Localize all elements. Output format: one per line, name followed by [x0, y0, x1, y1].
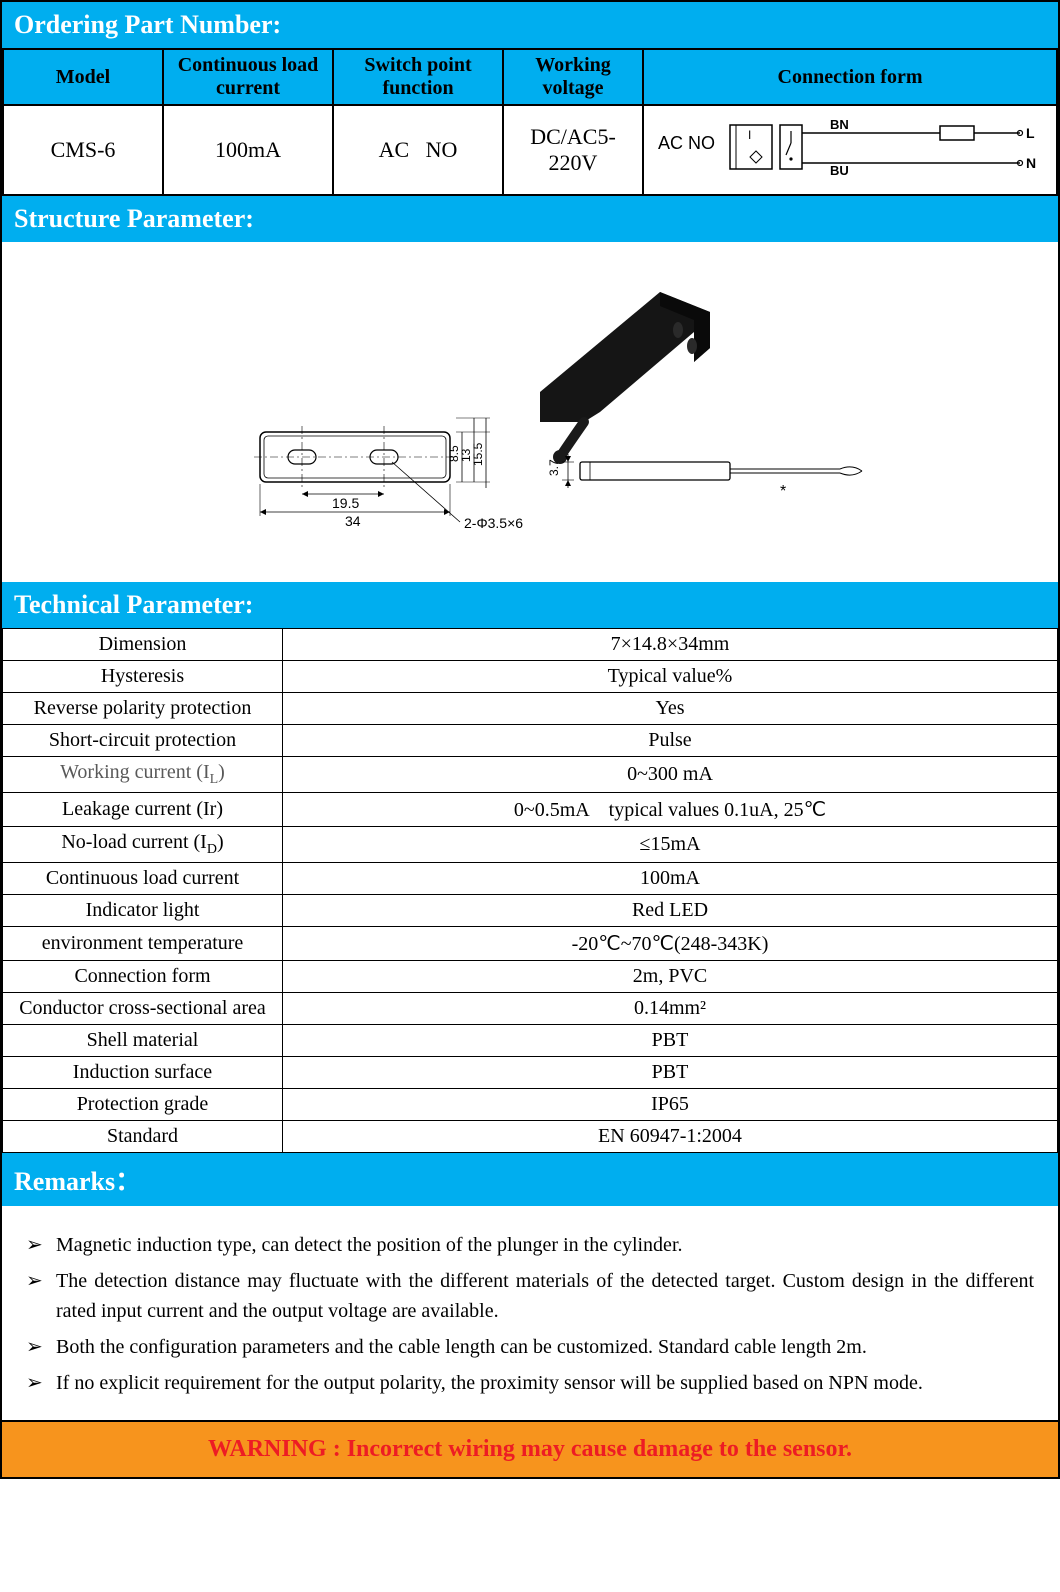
- ordering-header-connection: Connection form: [643, 49, 1057, 105]
- svg-text:3.7: 3.7: [547, 459, 561, 476]
- tech-label: Induction surface: [3, 1057, 283, 1089]
- tech-row: Protection gradeIP65: [3, 1089, 1058, 1121]
- tech-value: 2m, PVC: [283, 961, 1058, 993]
- ordering-header-voltage: Working voltage: [503, 49, 643, 105]
- tech-label: Continuous load current: [3, 863, 283, 895]
- ordering-switch: AC NO: [333, 105, 503, 195]
- tech-value: 0.14mm²: [283, 993, 1058, 1025]
- tech-label: Protection grade: [3, 1089, 283, 1121]
- tech-label: Hysteresis: [3, 661, 283, 693]
- tech-value: PBT: [283, 1025, 1058, 1057]
- svg-text:19.5: 19.5: [332, 495, 359, 511]
- tech-label: environment temperature: [3, 927, 283, 961]
- tech-row: Reverse polarity protectionYes: [3, 693, 1058, 725]
- bullet-icon: ➢: [26, 1266, 56, 1326]
- bullet-icon: ➢: [26, 1230, 56, 1260]
- tech-row: Induction surfacePBT: [3, 1057, 1058, 1089]
- ordering-header-switch: Switch point function: [333, 49, 503, 105]
- ordering-header-load: Continuous load current: [163, 49, 333, 105]
- remarks-text: If no explicit requirement for the outpu…: [56, 1368, 1034, 1398]
- svg-text:I: I: [748, 128, 751, 142]
- remarks-item: ➢Both the configuration parameters and t…: [26, 1332, 1034, 1362]
- tech-value: Red LED: [283, 895, 1058, 927]
- remarks-text: Both the configuration parameters and th…: [56, 1332, 1034, 1362]
- tech-label: Working current (IL): [3, 757, 283, 793]
- tech-label: Shell material: [3, 1025, 283, 1057]
- tech-row: Shell materialPBT: [3, 1025, 1058, 1057]
- ordering-connection-diagram: AC NO I: [643, 105, 1057, 195]
- tech-label: Dimension: [3, 629, 283, 661]
- ordering-data-row: CMS-6 100mA AC NO DC/AC5-220V AC NO I: [3, 105, 1057, 195]
- bullet-icon: ➢: [26, 1368, 56, 1398]
- ordering-model: CMS-6: [3, 105, 163, 195]
- tech-value: 100mA: [283, 863, 1058, 895]
- tech-value: -20℃~70℃(248-343K): [283, 927, 1058, 961]
- tech-label: Reverse polarity protection: [3, 693, 283, 725]
- tech-value: 0~300 mA: [283, 757, 1058, 793]
- svg-text:BU: BU: [830, 163, 849, 177]
- tech-row: Continuous load current100mA: [3, 863, 1058, 895]
- structure-svg: 19.5 34 8.5 13 15.5: [180, 262, 880, 562]
- tech-value: Pulse: [283, 725, 1058, 757]
- tech-value: Typical value%: [283, 661, 1058, 693]
- structure-section-header: Structure Parameter:: [2, 196, 1058, 242]
- ordering-section-header: Ordering Part Number:: [2, 2, 1058, 48]
- remarks-text: The detection distance may fluctuate wit…: [56, 1266, 1034, 1326]
- connection-svg: AC NO I: [650, 117, 1050, 177]
- remarks-item: ➢Magnetic induction type, can detect the…: [26, 1230, 1034, 1260]
- tech-label: Standard: [3, 1121, 283, 1153]
- svg-text:BN: BN: [830, 117, 849, 132]
- remarks-body: ➢Magnetic induction type, can detect the…: [2, 1206, 1058, 1420]
- tech-row: No-load current (ID)≤15mA: [3, 827, 1058, 863]
- tech-row: HysteresisTypical value%: [3, 661, 1058, 693]
- tech-label: Leakage current (Ir): [3, 793, 283, 827]
- tech-value: IP65: [283, 1089, 1058, 1121]
- tech-row: Connection form2m, PVC: [3, 961, 1058, 993]
- tech-value: ≤15mA: [283, 827, 1058, 863]
- tech-row: environment temperature-20℃~70℃(248-343K…: [3, 927, 1058, 961]
- bullet-icon: ➢: [26, 1332, 56, 1362]
- tech-value: PBT: [283, 1057, 1058, 1089]
- tech-row: Working current (IL)0~300 mA: [3, 757, 1058, 793]
- svg-text:L: L: [1026, 125, 1035, 141]
- svg-text:15.5: 15.5: [471, 442, 485, 466]
- technical-section-header: Technical Parameter:: [2, 582, 1058, 628]
- svg-text:2-Φ3.5×6: 2-Φ3.5×6: [464, 515, 523, 531]
- tech-row: Leakage current (Ir)0~0.5mA typical valu…: [3, 793, 1058, 827]
- ordering-header-row: Model Continuous load current Switch poi…: [3, 49, 1057, 105]
- technical-table: Dimension7×14.8×34mmHysteresisTypical va…: [2, 628, 1058, 1153]
- svg-text:34: 34: [345, 513, 361, 529]
- tech-label: Conductor cross-sectional area: [3, 993, 283, 1025]
- tech-value: EN 60947-1:2004: [283, 1121, 1058, 1153]
- svg-text:*: *: [780, 483, 786, 500]
- tech-row: Indicator lightRed LED: [3, 895, 1058, 927]
- warning-bar: WARNING : Incorrect wiring may cause dam…: [2, 1420, 1058, 1477]
- tech-row: Dimension7×14.8×34mm: [3, 629, 1058, 661]
- conn-acno-text: AC NO: [658, 133, 715, 153]
- tech-row: Conductor cross-sectional area0.14mm²: [3, 993, 1058, 1025]
- tech-label: No-load current (ID): [3, 827, 283, 863]
- structure-diagram-area: 19.5 34 8.5 13 15.5: [2, 242, 1058, 582]
- remarks-text: Magnetic induction type, can detect the …: [56, 1230, 1034, 1260]
- remarks-item: ➢The detection distance may fluctuate wi…: [26, 1266, 1034, 1326]
- ordering-header-model: Model: [3, 49, 163, 105]
- remarks-item: ➢If no explicit requirement for the outp…: [26, 1368, 1034, 1398]
- remarks-section-header: Remarks：: [2, 1153, 1058, 1206]
- datasheet-page: Ordering Part Number: Model Continuous l…: [0, 0, 1060, 1479]
- tech-row: Short-circuit protectionPulse: [3, 725, 1058, 757]
- tech-label: Indicator light: [3, 895, 283, 927]
- tech-value: Yes: [283, 693, 1058, 725]
- svg-text:N: N: [1026, 155, 1036, 171]
- ordering-load: 100mA: [163, 105, 333, 195]
- ordering-table: Model Continuous load current Switch poi…: [2, 48, 1058, 196]
- tech-row: StandardEN 60947-1:2004: [3, 1121, 1058, 1153]
- tech-label: Connection form: [3, 961, 283, 993]
- ordering-voltage: DC/AC5-220V: [503, 105, 643, 195]
- tech-value: 0~0.5mA typical values 0.1uA, 25℃: [283, 793, 1058, 827]
- tech-value: 7×14.8×34mm: [283, 629, 1058, 661]
- tech-label: Short-circuit protection: [3, 725, 283, 757]
